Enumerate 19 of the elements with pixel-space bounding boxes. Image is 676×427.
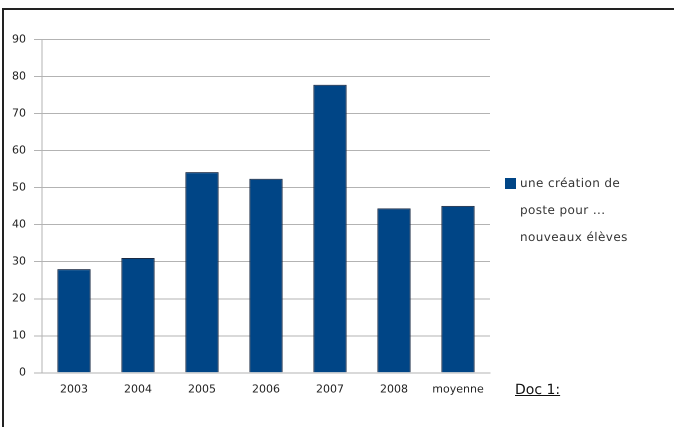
legend-label: une création de poste pour ... nouveaux élèves — [520, 175, 629, 246]
y-tick-label: 30 — [12, 254, 26, 268]
x-tick-label: 2008 — [380, 382, 408, 396]
x-tick-label: 2003 — [60, 382, 88, 396]
y-tick-label: 80 — [12, 69, 26, 82]
x-tick-label: 2007 — [316, 382, 344, 396]
x-tick-label: 2005 — [188, 382, 216, 396]
y-tick-label: 40 — [12, 218, 26, 231]
y-tick-label: 10 — [12, 328, 26, 342]
y-tick-label: 90 — [12, 32, 26, 46]
y-tick-label: 50 — [12, 180, 26, 194]
x-tick-label: 2006 — [252, 382, 280, 396]
x-tick-label: moyenne — [432, 382, 484, 396]
y-tick-label: 60 — [12, 144, 26, 157]
y-tick-label: 0 — [18, 366, 26, 379]
y-tick-label: 20 — [12, 292, 26, 305]
text: Doc 1: — [515, 382, 560, 398]
y-tick-label: 70 — [12, 106, 26, 120]
x-tick-label: 2004 — [124, 382, 152, 396]
